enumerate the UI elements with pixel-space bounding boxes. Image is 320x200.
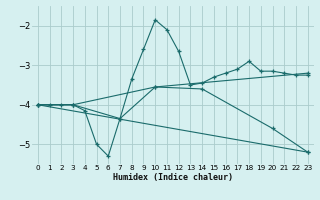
X-axis label: Humidex (Indice chaleur): Humidex (Indice chaleur): [113, 173, 233, 182]
